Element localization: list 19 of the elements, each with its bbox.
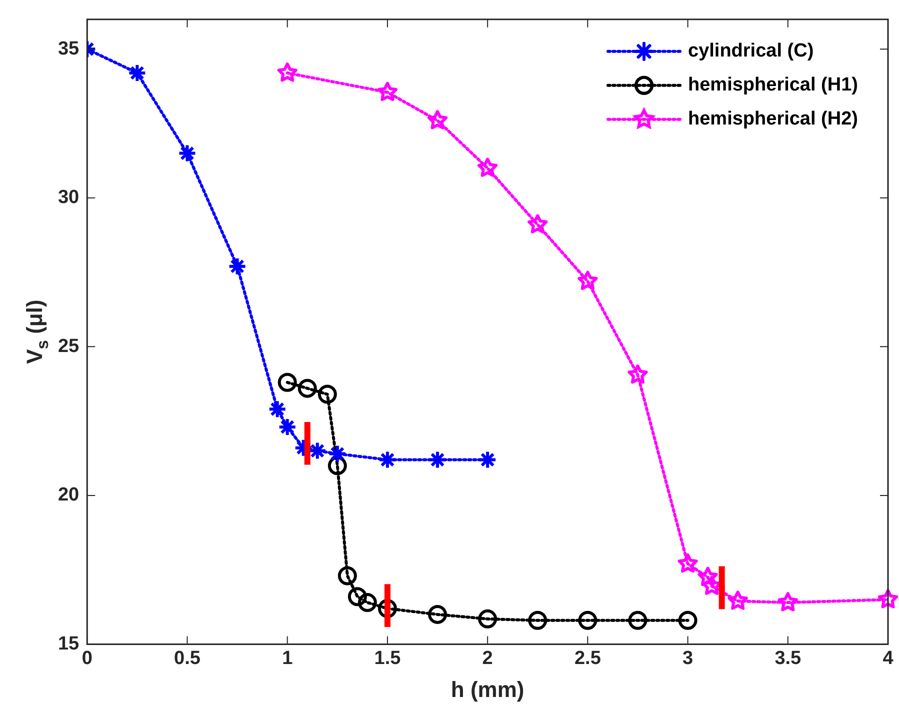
x-tick-label: 3.5 (774, 648, 802, 669)
y-tick-label: 15 (58, 633, 80, 654)
x-tick-label: 1 (282, 648, 294, 669)
legend-label: hemispherical (H1) (688, 74, 858, 96)
x-tick-label: 4 (882, 648, 894, 669)
legend-label: hemispherical (H2) (688, 108, 858, 130)
y-tick-label: 30 (58, 187, 80, 208)
y-tick-label: 35 (58, 38, 80, 60)
x-tick-label: 2.5 (574, 648, 602, 669)
y-tick-label: 20 (58, 484, 80, 506)
x-tick-label: 2 (482, 648, 493, 669)
x-tick-label: 0.5 (174, 648, 201, 669)
y-tick-label: 25 (58, 336, 80, 357)
x-tick-label: 1.5 (374, 648, 402, 669)
y-axis-title: Vs (μl) (22, 300, 52, 364)
x-tick-label: 3 (682, 648, 694, 669)
x-tick-label: 0 (82, 648, 92, 669)
x-axis-title: h (mm) (450, 677, 524, 702)
legend-label: cylindrical (C) (688, 40, 814, 62)
